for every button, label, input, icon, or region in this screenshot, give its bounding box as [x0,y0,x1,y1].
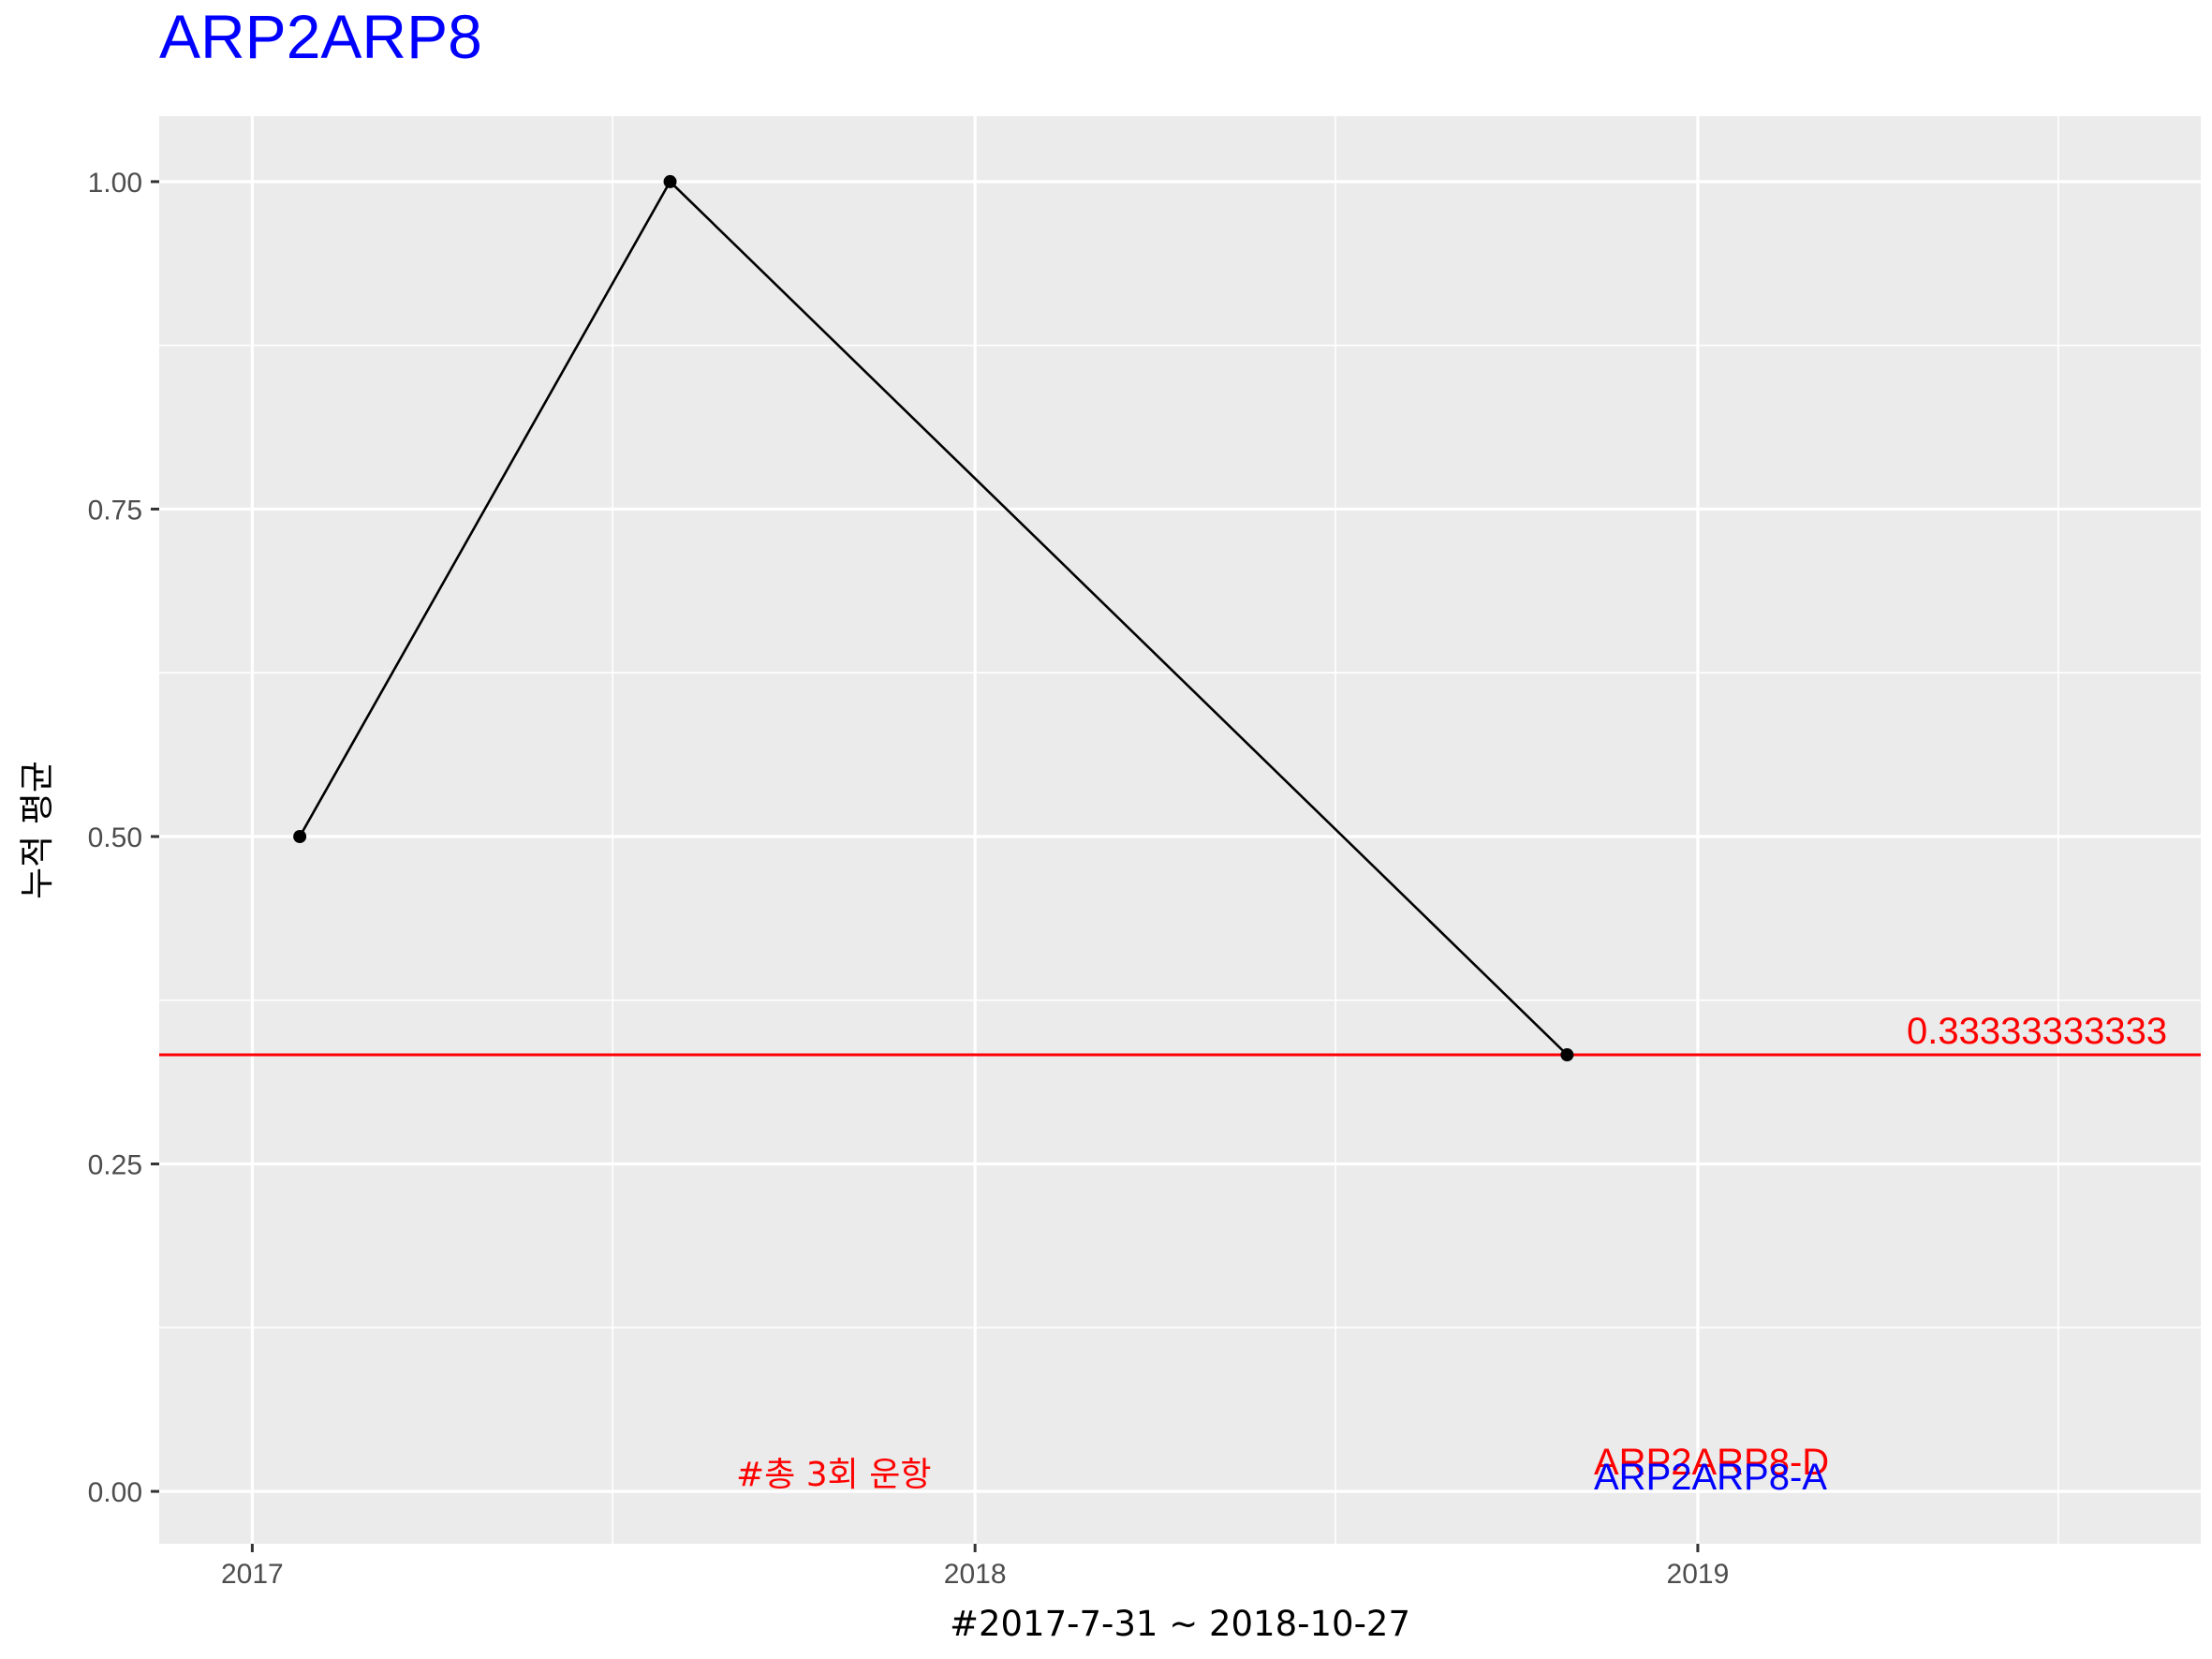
flight-count-label: #총 3회 운항 [736,1456,931,1494]
y-tick-label: 1.00 [88,168,142,199]
x-tick-label: 2019 [1667,1559,1730,1590]
chart-title: ARP2ARP8 [159,2,482,71]
mean-reference-line: 0.33333333333 [159,1011,2201,1057]
data-points [293,174,1574,1062]
x-tick-label: 2017 [221,1559,284,1590]
major-gridlines [159,116,2201,1544]
x-axis-title: #2017-7-31 ~ 2018-10-27 [950,1604,1410,1644]
arrival-label: ARP2ARP8-A [1594,1457,1827,1498]
mean-line-label: 0.33333333333 [1907,1011,2167,1052]
y-tick-label: 0.25 [88,1150,142,1181]
data-point [1560,1048,1574,1062]
data-point [663,174,677,188]
y-tick-label: 0.00 [88,1477,142,1508]
data-point [293,829,307,843]
y-tick-label: 0.50 [88,822,142,853]
x-tick-label: 2018 [944,1559,1007,1590]
y-axis-title: 누적 평균 [17,761,57,899]
y-tick-label: 0.75 [88,495,142,526]
plot-panel [159,116,2201,1544]
departure-label: ARP2ARP8-D [1594,1442,1829,1483]
y-axis: 0.00 0.25 0.50 0.75 1.00 [88,168,159,1508]
x-axis: 2017 2018 2019 [221,1544,1729,1590]
